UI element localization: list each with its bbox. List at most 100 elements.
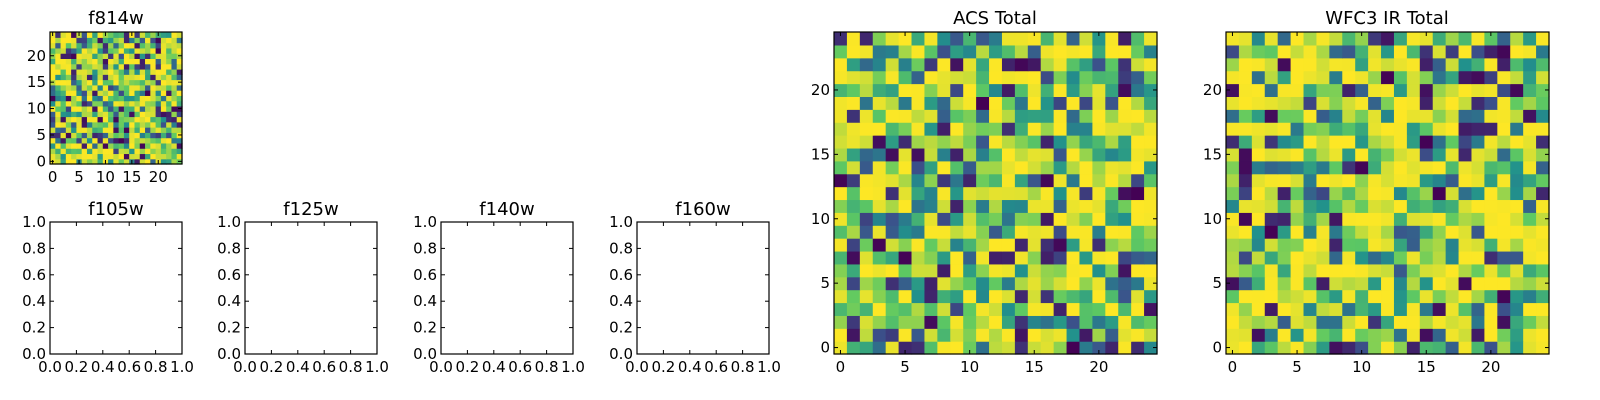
heatmap-cell [1497,315,1511,329]
heatmap-cell [55,116,62,123]
heatmap-cell [139,105,146,112]
heatmap-cell [1105,70,1119,85]
x-tick-label: 1.0 [561,358,585,376]
heatmap-cell [1027,96,1042,110]
heatmap-cell [113,158,120,165]
heatmap-cell [81,63,88,70]
x-tick-label: 0.8 [339,358,363,376]
heatmap-cell [872,57,887,72]
heatmap-cell [1381,96,1395,110]
heatmap-cell [1523,328,1537,342]
heatmap-cell [65,42,72,49]
heatmap-cell [1342,109,1356,123]
heatmap-cell [1458,341,1473,355]
heatmap-cell [1368,186,1382,201]
heatmap-cell [1471,263,1485,278]
heatmap-cell [155,95,162,102]
heatmap-cell [1144,173,1158,188]
heatmap-cell [55,153,62,160]
heatmap-cell [171,95,178,102]
heatmap-cell [1471,109,1485,123]
heatmap-cell [1053,83,1068,97]
heatmap-cell [1393,199,1408,213]
heatmap-cell [1471,276,1485,291]
heatmap-cell [1484,44,1498,59]
heatmap-cell [171,137,178,144]
heatmap-cell [129,90,136,96]
heatmap-cell [139,158,146,165]
heatmap-cell [937,276,951,291]
heatmap-cell [1290,341,1305,355]
heatmap-cell [989,276,1003,291]
heatmap-cell [1290,199,1305,213]
heatmap-cell [1264,160,1279,175]
heatmap-cell [898,160,913,175]
heatmap-cell [1523,276,1537,291]
heatmap-cell [1105,96,1119,110]
heatmap-cell [171,121,178,128]
heatmap-cell [1053,32,1068,46]
heatmap-cell [123,84,130,91]
heatmap-cell [71,53,77,59]
heatmap-cell [1484,70,1498,85]
heatmap-cell [65,53,72,59]
heatmap-cell [1393,250,1408,265]
heatmap-cell [1092,263,1106,278]
heatmap-cell [1510,173,1524,188]
heatmap-cell [1342,147,1356,162]
heatmap-cell [1458,122,1473,136]
heatmap-cell [76,95,83,102]
heatmap-cell [1381,289,1395,304]
heatmap-cell [1329,160,1343,175]
heatmap-cell [160,153,167,160]
heatmap-cell [1419,238,1434,252]
heatmap-cell [145,37,151,44]
heatmap-cell [171,158,178,165]
heatmap-cell [1118,328,1132,342]
heatmap-cell [155,68,162,75]
heatmap-cell [924,173,938,188]
heatmap-cell [1471,32,1485,46]
heatmap-cell [1277,199,1292,213]
heatmap-cell [118,148,125,155]
heatmap-cell [129,100,136,107]
heatmap-cell [60,121,67,128]
heatmap-cell [846,212,861,226]
heatmap-cell [1458,44,1473,59]
heatmap-cell [92,132,99,139]
heatmap-cell [834,70,848,85]
heatmap-cell [171,79,178,86]
heatmap-cell [1118,32,1132,46]
heatmap-cell [1014,96,1029,110]
heatmap-cell [1368,32,1382,46]
heatmap-cell [1251,32,1266,46]
y-tick-label: 5 [1212,274,1222,292]
heatmap-cell [60,47,67,54]
heatmap-cell [176,47,183,54]
heatmap-cell [55,53,62,59]
panel-title: ACS Total [953,8,1037,29]
heatmap-cell [123,68,130,75]
x-tick-label: 10 [960,358,979,376]
heatmap-cell [1406,32,1421,46]
heatmap-cell [1290,83,1305,97]
heatmap-cell [50,121,56,128]
heatmap-cell [1277,276,1292,291]
heatmap-cell [108,74,114,81]
heatmap-cell [1536,186,1550,201]
heatmap-cell [1105,250,1119,265]
heatmap-cell [166,37,173,44]
heatmap-cell [1144,57,1158,72]
heatmap-cell [1303,32,1318,46]
heatmap-cell [92,84,99,91]
heatmap-cell [113,95,120,102]
heatmap-cell [76,58,83,65]
heatmap-cell [834,173,848,188]
heatmap-cell [1251,44,1266,59]
y-tick-label: 0.8 [217,239,241,257]
heatmap-cell [834,147,848,162]
heatmap-cell [108,127,114,133]
heatmap-cell [1079,44,1093,59]
heatmap-cell [885,147,900,162]
heatmap-cell [1316,199,1330,213]
